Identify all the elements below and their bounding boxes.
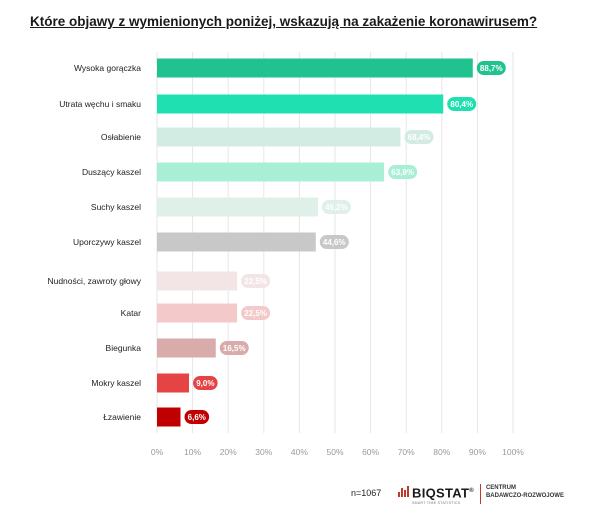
category-label: Mokry kaszel xyxy=(91,378,141,388)
value-pill xyxy=(241,274,271,288)
value-pill xyxy=(476,61,506,75)
x-tick-label: 0% xyxy=(151,447,164,457)
bar xyxy=(157,373,190,393)
bar xyxy=(157,197,318,217)
bar xyxy=(157,303,238,323)
x-tick-label: 70% xyxy=(398,447,415,457)
category-label: Duszący kaszel xyxy=(82,167,141,177)
x-tick-label: 60% xyxy=(362,447,379,457)
logo-tagline: SMART TIME STATISTICS xyxy=(412,501,461,506)
value-label: 88,7% xyxy=(480,64,503,73)
value-pill xyxy=(193,376,218,390)
value-label: 68,4% xyxy=(408,133,431,142)
bar xyxy=(157,338,216,358)
value-pill xyxy=(388,165,418,179)
logo-divider xyxy=(479,484,481,504)
x-tick-label: 10% xyxy=(184,447,201,457)
value-label: 45,2% xyxy=(325,203,348,212)
x-tick-label: 20% xyxy=(220,447,237,457)
value-pill xyxy=(404,130,434,144)
value-pill xyxy=(219,341,249,355)
value-label: 22,5% xyxy=(244,277,267,286)
bar xyxy=(157,232,316,252)
x-tick-label: 40% xyxy=(291,447,308,457)
value-label: 9,0% xyxy=(196,379,214,388)
category-label: Łzawienie xyxy=(103,412,141,422)
category-label: Biegunka xyxy=(106,343,142,353)
bar xyxy=(157,94,444,114)
value-label: 22,5% xyxy=(244,309,267,318)
category-label: Wysoka gorączka xyxy=(74,63,141,73)
value-label: 16,5% xyxy=(223,344,246,353)
bar xyxy=(157,271,238,291)
value-label: 63,8% xyxy=(391,168,414,177)
value-pill xyxy=(241,306,271,320)
category-label: Nudności, zawroty głowy xyxy=(47,276,141,286)
category-label: Katar xyxy=(121,308,141,318)
bar xyxy=(157,162,385,182)
x-tick-label: 100% xyxy=(502,447,524,457)
category-label: Utrata węchu i smaku xyxy=(59,99,141,109)
value-label: 44,6% xyxy=(323,238,346,247)
biqstat-logo: BIQSTAT® SMART TIME STATISTICS CENTRUM B… xyxy=(398,484,564,505)
value-pill xyxy=(321,200,351,214)
value-pill xyxy=(447,97,477,111)
bar xyxy=(157,58,473,78)
value-pill xyxy=(319,235,349,249)
logo-bars-icon xyxy=(398,486,409,497)
x-tick-label: 30% xyxy=(255,447,272,457)
bar xyxy=(157,407,181,427)
category-label: Suchy kaszel xyxy=(91,202,141,212)
value-pill xyxy=(184,410,210,424)
bar xyxy=(157,127,401,147)
x-tick-label: 50% xyxy=(326,447,343,457)
x-tick-label: 80% xyxy=(433,447,450,457)
logo-center-text: CENTRUM BADAWCZO-ROZWOJOWE xyxy=(485,485,564,499)
logo-wordmark: BIQSTAT® xyxy=(412,485,474,501)
x-tick-label: 90% xyxy=(469,447,486,457)
chart-title: Które objawy z wymienionych poniżej, wsk… xyxy=(30,14,538,29)
category-label: Osłabienie xyxy=(101,132,141,142)
category-label: Uporczywy kaszel xyxy=(73,237,141,247)
sample-size: n=1067 xyxy=(351,488,382,498)
value-label: 80,4% xyxy=(450,100,473,109)
value-label: 6,6% xyxy=(188,413,206,422)
